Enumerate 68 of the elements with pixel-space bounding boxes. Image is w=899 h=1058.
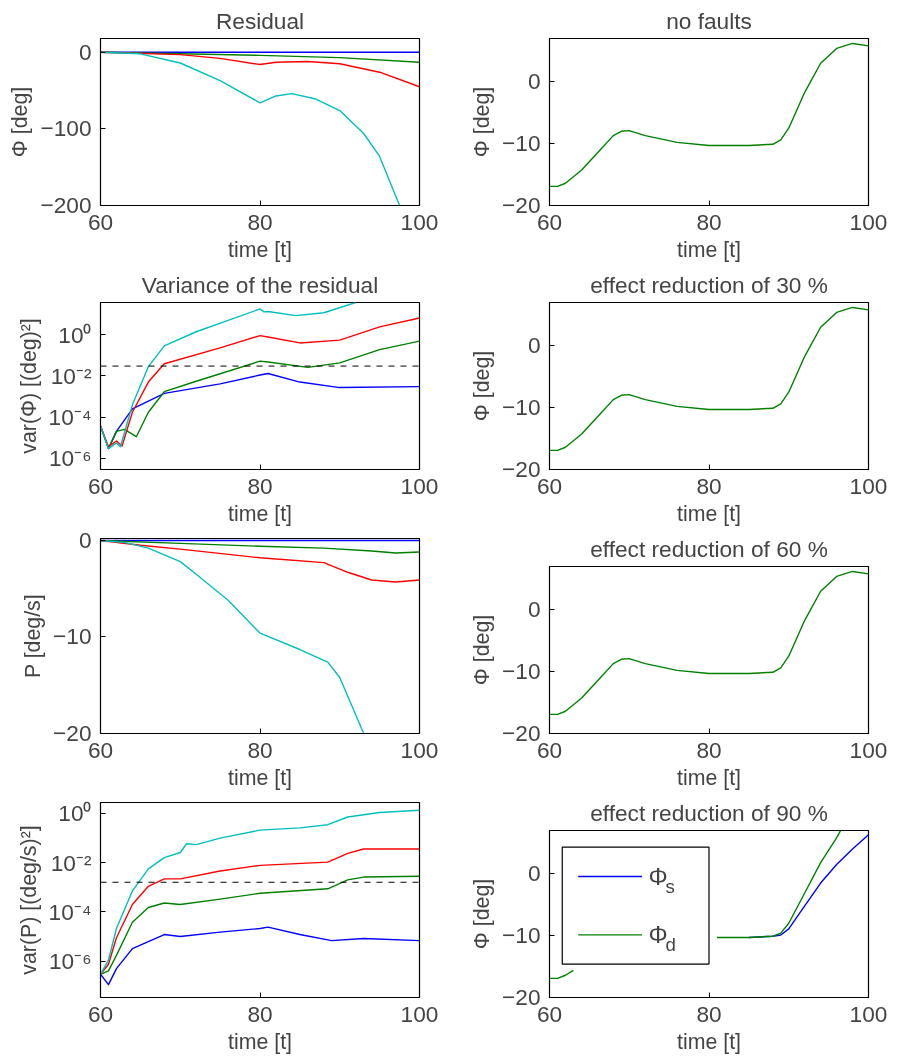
x-tick-label: 100 (849, 1000, 888, 1027)
x-tick-label: 80 (247, 1000, 273, 1027)
x-axis-title: time [t] (228, 501, 292, 526)
y-axis-title: var(Φ) [(deg)²] (16, 318, 41, 454)
x-axis-title: time [t] (677, 237, 741, 262)
chart-title: Variance of the residual (141, 271, 379, 298)
y-tick-label: −100 (40, 115, 92, 142)
y-tick-label: 10⁻⁴ (48, 898, 92, 925)
x-tick-label: 100 (849, 472, 888, 499)
x-tick-label: 100 (400, 1000, 439, 1027)
y-tick-label: 0 (527, 860, 541, 887)
line-series (100, 875, 420, 975)
y-tick-label: −10 (502, 922, 541, 949)
x-axis-title: time [t] (677, 501, 741, 526)
x-axis-title: time [t] (228, 237, 292, 262)
x-tick-label: 80 (696, 208, 722, 235)
y-tick-label: 10⁻² (50, 849, 92, 876)
y-tick-label: 0 (78, 38, 92, 65)
y-axis-title: Φ [deg] (470, 86, 495, 158)
y-tick-label: −10 (502, 394, 541, 421)
y-axis-title: Φ [deg] (470, 878, 495, 950)
line-series (100, 848, 420, 975)
y-tick-label: 0 (527, 68, 541, 95)
x-tick-label: 80 (247, 208, 273, 235)
y-tick-label: 0 (78, 526, 92, 553)
x-tick-label: 60 (87, 472, 114, 499)
x-axis-title: time [t] (677, 765, 741, 790)
x-tick-label: 80 (696, 1000, 722, 1027)
y-tick-label: 10⁻⁶ (48, 445, 92, 472)
y-axis-title: P [deg/s] (21, 594, 46, 679)
x-tick-label: 80 (696, 736, 722, 763)
y-tick-label: −10 (53, 623, 92, 650)
y-axis-title: var(P) [(deg/s)²] (16, 825, 41, 975)
x-axis-title: time [t] (228, 765, 292, 790)
y-tick-label: 10⁰ (58, 321, 92, 348)
x-tick-label: 100 (400, 736, 439, 763)
x-tick-label: 100 (849, 208, 888, 235)
x-tick-label: 100 (849, 736, 888, 763)
chart-title: no faults (666, 7, 752, 34)
chart-title: effect reduction of 30 % (590, 271, 828, 298)
y-tick-label: −10 (502, 658, 541, 685)
line-series (100, 302, 357, 450)
x-tick-label: 100 (400, 472, 439, 499)
y-axis-title: Φ [deg] (8, 86, 33, 158)
chart-title: effect reduction of 60 % (590, 535, 828, 562)
line-series (549, 306, 869, 452)
x-axis-title: time [t] (228, 1029, 292, 1054)
x-tick-label: 80 (696, 472, 722, 499)
line-series (100, 926, 420, 986)
line-series (100, 809, 420, 975)
chart-title: effect reduction of 90 % (590, 799, 828, 826)
y-tick-label: 0 (527, 596, 541, 623)
y-axis-title: Φ [deg] (470, 614, 495, 686)
y-tick-label: −10 (502, 130, 541, 157)
y-tick-label: 10⁻⁴ (48, 404, 92, 430)
y-tick-label: 10⁻² (50, 362, 92, 389)
y-tick-label: 0 (527, 332, 541, 359)
x-tick-label: 80 (247, 472, 273, 499)
y-tick-label: 10⁻⁶ (48, 948, 92, 975)
chart-title: Residual (215, 7, 305, 34)
line-series (549, 570, 869, 716)
x-tick-label: 60 (87, 1000, 114, 1027)
x-tick-label: 80 (247, 736, 273, 763)
line-series (549, 42, 869, 188)
x-tick-label: 100 (400, 208, 439, 235)
x-axis-title: time [t] (677, 1029, 741, 1054)
y-tick-label: 10⁰ (58, 800, 92, 827)
y-axis-title: Φ [deg] (470, 350, 495, 422)
